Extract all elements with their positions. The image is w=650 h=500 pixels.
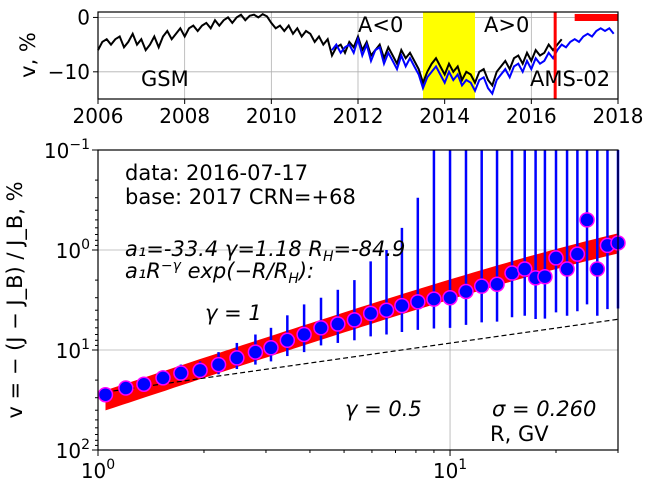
- bottom-y-tick-label: 102: [56, 437, 90, 463]
- top-ticks: 2006 2008 2010 2012 2014 2016 2018 0 −10: [48, 5, 644, 128]
- data-point: [97, 386, 114, 403]
- top-x-tick-label: 2016: [506, 104, 557, 128]
- fit-formula-exp: −γ: [161, 258, 182, 274]
- data-point: [346, 312, 363, 328]
- top-grid: [98, 12, 618, 99]
- data-point: [192, 362, 208, 379]
- tick-exponent: 1: [458, 457, 467, 473]
- data-point: [118, 380, 134, 396]
- data-point: [504, 265, 520, 281]
- tick-exponent: 2: [81, 437, 90, 453]
- data-point: [210, 356, 227, 373]
- data-point: [589, 261, 606, 277]
- data-point: [426, 291, 442, 307]
- tick-base: 10: [433, 459, 458, 483]
- ams-label: AMS-02: [530, 67, 610, 91]
- series-line-gsm: [97, 13, 563, 88]
- bottom-y-axis-label: v = − (J − J_B) / J_B, %: [3, 181, 28, 418]
- bottom-x-tick-label: 100: [81, 457, 115, 483]
- a-positive-label: A>0: [484, 13, 529, 37]
- data-point: [458, 283, 474, 300]
- data-point: [296, 326, 312, 343]
- data-point: [537, 268, 553, 285]
- top-x-tick-label: 2014: [419, 104, 470, 128]
- data-point: [548, 250, 564, 266]
- fit-formula-sub: H: [288, 271, 299, 287]
- tick-exponent: −1: [69, 137, 90, 153]
- top-x-tick-label: 2008: [159, 104, 210, 128]
- data-point: [155, 370, 171, 386]
- data-point: [559, 261, 575, 277]
- data-point: [442, 289, 458, 306]
- tick-base: 10: [44, 139, 69, 163]
- tick-base: 10: [81, 459, 106, 483]
- data-point: [330, 316, 346, 332]
- data-point: [136, 376, 152, 392]
- top-y-tick-label: 0: [77, 5, 90, 29]
- fit-parameters-tail: =-84.9: [333, 237, 405, 261]
- a-negative-label: A<0: [358, 13, 403, 37]
- gamma-half-reference-line: [105, 318, 619, 393]
- top-x-tick-label: 2010: [246, 104, 297, 128]
- top-x-tick-label: 2012: [333, 104, 384, 128]
- fit-formula-text: a₁R: [125, 259, 161, 283]
- data-date-label: data: 2016-07-17: [125, 161, 308, 185]
- tick-base: 10: [56, 239, 81, 263]
- data-point: [410, 294, 426, 310]
- data-point: [263, 340, 279, 356]
- bottom-plot-frame: [97, 149, 619, 451]
- tick-base: 10: [56, 439, 81, 463]
- data-point: [173, 365, 189, 381]
- tick-base: 10: [56, 339, 81, 363]
- base-label: base: 2017 CRN=+68: [125, 185, 356, 209]
- fit-parameters-text: a₁=-33.4 γ=1.18 R: [125, 237, 323, 261]
- gamma-one-label: γ = 1: [205, 301, 262, 325]
- data-point: [569, 246, 586, 262]
- fit-formula-end: ):: [297, 259, 314, 283]
- data-point: [362, 305, 379, 322]
- x-axis-label: R, GV: [490, 422, 549, 446]
- data-point: [579, 212, 595, 228]
- tick-exponent: 1: [81, 337, 90, 353]
- fit-parameters-sub: H: [323, 249, 334, 265]
- bottom-x-tick-label: 101: [433, 457, 467, 483]
- tick-exponent: 0: [81, 237, 90, 253]
- top-x-tick-label: 2018: [593, 104, 644, 128]
- data-points: [97, 212, 626, 403]
- top-x-tick-label: 2006: [73, 104, 124, 128]
- gsm-label: GSM: [141, 67, 189, 91]
- fit-formula-tail: exp(−R/R: [181, 259, 288, 283]
- top-panel: 2006 2008 2010 2012 2014 2016 2018 0 −10 v, % GS…: [16, 5, 643, 128]
- data-point: [378, 302, 395, 318]
- series-line-ams-02: [331, 26, 615, 96]
- bottom-y-tick-label: 10−1: [44, 137, 90, 163]
- data-point: [516, 261, 533, 277]
- data-point: [247, 344, 264, 360]
- top-y-tick-label: −10: [48, 60, 90, 84]
- data-point: [489, 276, 505, 292]
- data-point: [473, 278, 490, 294]
- data-point: [229, 350, 245, 366]
- top-series: [97, 13, 615, 96]
- data-point: [394, 297, 410, 314]
- sigma-label: σ = 0.260: [492, 397, 596, 421]
- gamma-half-label: γ = 0.5: [345, 397, 422, 421]
- highlight-band: [423, 12, 475, 99]
- tick-exponent: 0: [106, 457, 115, 473]
- data-point: [313, 320, 329, 336]
- fit-formula: a₁R−γ exp(−R/RH):: [125, 258, 314, 287]
- bottom-y-tick-label: 100: [56, 237, 90, 263]
- top-y-axis-label: v, %: [16, 32, 40, 78]
- data-point: [279, 332, 296, 349]
- fit-parameters: a₁=-33.4 γ=1.18 RH=-84.9: [125, 237, 405, 265]
- bottom-y-tick-label: 101: [56, 337, 90, 363]
